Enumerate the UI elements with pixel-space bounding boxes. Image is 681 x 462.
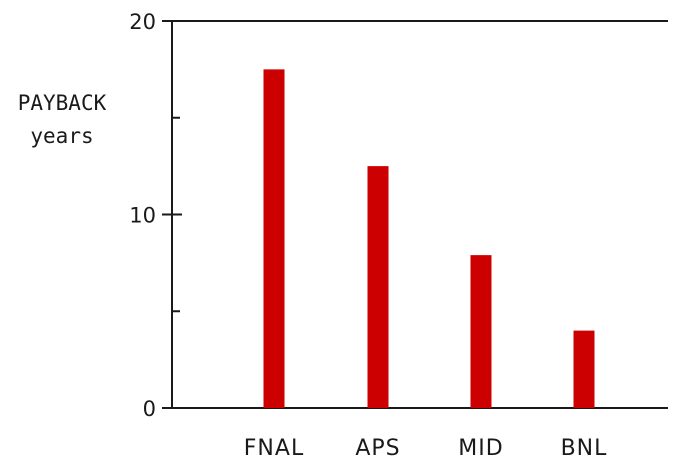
bar-fnal xyxy=(263,69,285,408)
bar-mid xyxy=(470,255,492,408)
y-tick-label: 20 xyxy=(129,10,156,34)
y-tick-label: 0 xyxy=(143,397,156,421)
bar-bnl xyxy=(573,330,595,408)
x-tick-label-mid: MID xyxy=(458,436,503,461)
y-tick-label: 10 xyxy=(129,204,156,228)
bar-aps xyxy=(367,166,389,408)
x-tick-label-fnal: FNAL xyxy=(244,436,304,461)
y-axis-title-line-2: years xyxy=(30,124,93,148)
y-axis-title-line-1: PAYBACK xyxy=(18,91,107,115)
x-tick-label-aps: APS xyxy=(355,436,400,461)
x-tick-label-bnl: BNL xyxy=(561,436,608,461)
